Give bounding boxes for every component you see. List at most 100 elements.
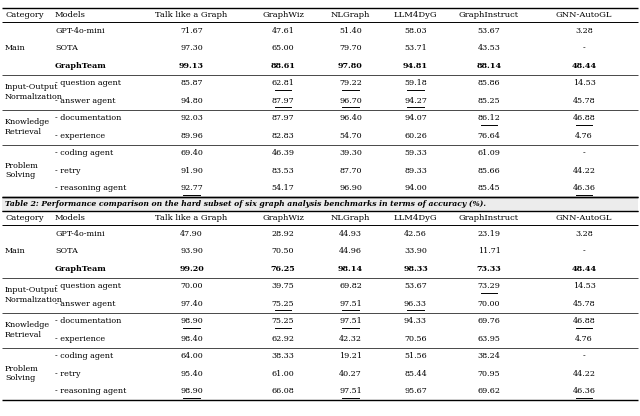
- Text: Models: Models: [55, 214, 86, 222]
- Text: 86.12: 86.12: [477, 114, 500, 122]
- Text: GPT-4o-mini: GPT-4o-mini: [55, 230, 104, 238]
- Text: -: -: [582, 247, 586, 255]
- Text: 59.33: 59.33: [404, 149, 427, 157]
- Text: 3.28: 3.28: [575, 27, 593, 35]
- Text: 94.27: 94.27: [404, 97, 427, 105]
- Text: - question agent: - question agent: [55, 282, 121, 290]
- Text: 43.53: 43.53: [477, 44, 500, 52]
- Text: 14.53: 14.53: [573, 79, 595, 87]
- Text: 61.00: 61.00: [271, 370, 294, 378]
- Text: 79.70: 79.70: [339, 44, 362, 52]
- Text: 60.26: 60.26: [404, 132, 427, 140]
- Text: 47.90: 47.90: [180, 230, 203, 238]
- Text: - answer agent: - answer agent: [55, 97, 115, 105]
- Text: 3.28: 3.28: [575, 230, 593, 238]
- Text: 51.40: 51.40: [339, 27, 362, 35]
- Text: 46.36: 46.36: [573, 387, 595, 395]
- Text: GraphInstruct: GraphInstruct: [459, 11, 519, 19]
- Text: 4.76: 4.76: [575, 132, 593, 140]
- Text: 39.75: 39.75: [271, 282, 294, 290]
- Text: 83.53: 83.53: [271, 167, 294, 175]
- Text: 70.00: 70.00: [180, 282, 203, 290]
- Text: - answer agent: - answer agent: [55, 300, 115, 308]
- Text: 54.70: 54.70: [339, 132, 362, 140]
- Text: 94.07: 94.07: [404, 114, 427, 122]
- Text: Talk like a Graph: Talk like a Graph: [156, 214, 228, 222]
- Text: Category: Category: [5, 11, 44, 19]
- Text: 45.78: 45.78: [573, 97, 595, 105]
- Text: 87.97: 87.97: [272, 97, 294, 105]
- Text: 85.44: 85.44: [404, 370, 427, 378]
- Text: 53.71: 53.71: [404, 44, 427, 52]
- Text: GNN-AutoGL: GNN-AutoGL: [556, 11, 612, 19]
- Text: - coding agent: - coding agent: [55, 352, 113, 360]
- Text: 46.88: 46.88: [573, 317, 595, 325]
- Text: - question agent: - question agent: [55, 79, 121, 87]
- Text: 88.61: 88.61: [271, 62, 296, 70]
- Text: GraphTeam: GraphTeam: [55, 62, 107, 70]
- Text: 28.92: 28.92: [271, 230, 294, 238]
- Text: 96.33: 96.33: [404, 300, 427, 308]
- Text: 98.90: 98.90: [180, 317, 203, 325]
- Text: SOTA: SOTA: [55, 44, 78, 52]
- Text: Problem
Solving: Problem Solving: [5, 365, 39, 382]
- Text: Main: Main: [5, 44, 26, 52]
- Text: 38.24: 38.24: [477, 352, 500, 360]
- Text: Table 2: Performance comparison on the hard subset of six graph analysis benchma: Table 2: Performance comparison on the h…: [5, 200, 486, 208]
- Text: 73.29: 73.29: [477, 282, 500, 290]
- Text: 85.87: 85.87: [180, 79, 203, 87]
- Text: 85.25: 85.25: [477, 97, 500, 105]
- Text: 98.40: 98.40: [180, 335, 203, 343]
- Text: 97.80: 97.80: [338, 62, 363, 70]
- Text: 69.82: 69.82: [339, 282, 362, 290]
- Text: GPT-4o-mini: GPT-4o-mini: [55, 27, 104, 35]
- Text: LLM4DyG: LLM4DyG: [394, 11, 437, 19]
- Text: 97.51: 97.51: [339, 300, 362, 308]
- Text: -: -: [582, 352, 586, 360]
- Text: 46.88: 46.88: [573, 114, 595, 122]
- Text: 75.25: 75.25: [272, 317, 294, 325]
- Text: GraphInstruct: GraphInstruct: [459, 214, 519, 222]
- Text: 94.00: 94.00: [404, 184, 427, 192]
- Text: 85.45: 85.45: [477, 184, 500, 192]
- Text: 89.96: 89.96: [180, 132, 203, 140]
- Text: - reasoning agent: - reasoning agent: [55, 184, 126, 192]
- Text: 98.33: 98.33: [403, 265, 428, 273]
- Text: 58.03: 58.03: [404, 27, 427, 35]
- Text: 71.67: 71.67: [180, 27, 203, 35]
- Text: 73.33: 73.33: [477, 265, 501, 273]
- Text: - experience: - experience: [55, 335, 105, 343]
- Text: 70.56: 70.56: [404, 335, 427, 343]
- Text: 97.51: 97.51: [339, 317, 362, 325]
- Text: 69.40: 69.40: [180, 149, 203, 157]
- Text: - documentation: - documentation: [55, 317, 122, 325]
- Text: 92.77: 92.77: [180, 184, 203, 192]
- Text: 23.19: 23.19: [477, 230, 500, 238]
- Text: 62.92: 62.92: [271, 335, 294, 343]
- Text: 48.44: 48.44: [572, 62, 596, 70]
- Text: 45.78: 45.78: [573, 300, 595, 308]
- Text: 14.53: 14.53: [573, 282, 595, 290]
- Text: 44.22: 44.22: [573, 167, 595, 175]
- Text: 69.62: 69.62: [477, 387, 500, 395]
- Text: NLGraph: NLGraph: [331, 214, 370, 222]
- Text: 95.67: 95.67: [404, 387, 427, 395]
- Text: 53.67: 53.67: [404, 282, 427, 290]
- Text: 44.22: 44.22: [573, 370, 595, 378]
- Text: 44.96: 44.96: [339, 247, 362, 255]
- Text: 63.95: 63.95: [477, 335, 500, 343]
- Text: Problem
Solving: Problem Solving: [5, 162, 39, 179]
- Text: GNN-AutoGL: GNN-AutoGL: [556, 214, 612, 222]
- Text: - coding agent: - coding agent: [55, 149, 113, 157]
- Text: 94.80: 94.80: [180, 97, 203, 105]
- Text: GraphWiz: GraphWiz: [262, 214, 304, 222]
- Text: 79.22: 79.22: [339, 79, 362, 87]
- Text: 62.81: 62.81: [271, 79, 294, 87]
- Text: 87.97: 87.97: [272, 114, 294, 122]
- Text: 11.71: 11.71: [477, 247, 500, 255]
- Text: 61.09: 61.09: [477, 149, 500, 157]
- Text: 54.17: 54.17: [271, 184, 294, 192]
- Text: 48.44: 48.44: [572, 265, 596, 273]
- Text: 98.90: 98.90: [180, 387, 203, 395]
- Text: 99.20: 99.20: [179, 265, 204, 273]
